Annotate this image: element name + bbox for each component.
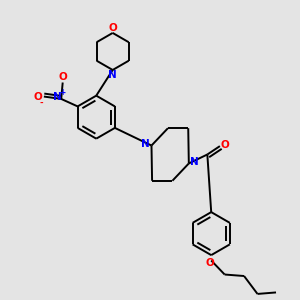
Text: N: N [108,70,117,80]
Text: N: N [53,92,62,102]
Text: -: - [40,99,43,108]
Text: O: O [58,72,67,82]
Text: O: O [221,140,230,150]
Text: N: N [141,139,150,149]
Text: O: O [205,258,214,268]
Text: O: O [108,22,117,33]
Text: N: N [190,157,199,167]
Text: O: O [34,92,42,101]
Text: +: + [60,88,66,97]
